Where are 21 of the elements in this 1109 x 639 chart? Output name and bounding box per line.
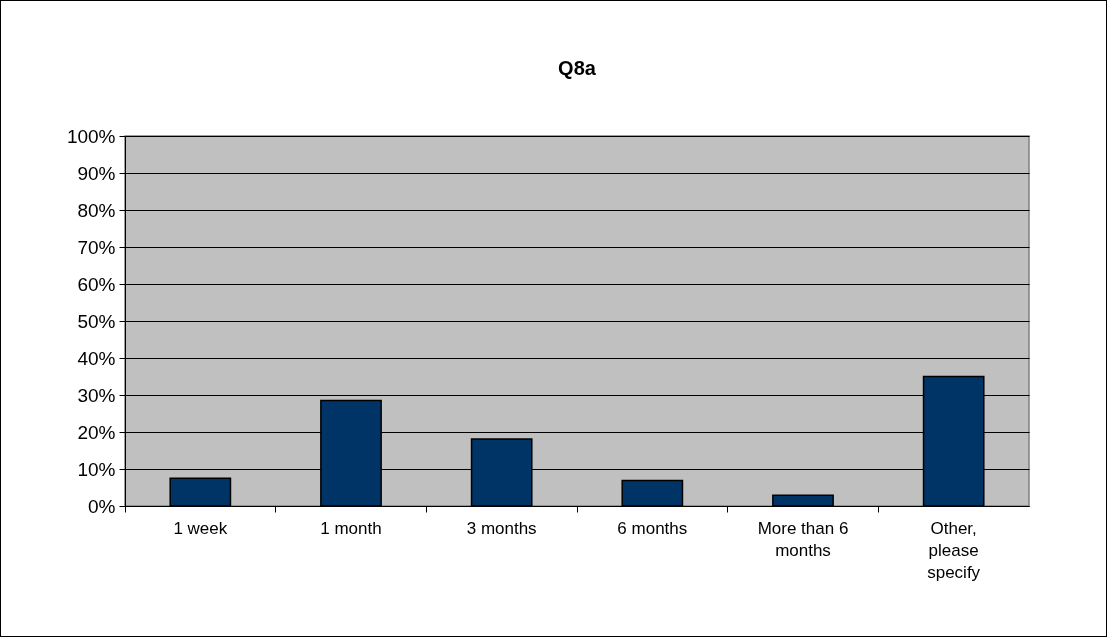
y-tick-label: 20% [77, 421, 116, 443]
y-tick-label: 0% [88, 495, 116, 517]
y-tick-label: 30% [77, 384, 116, 406]
x-tick-label: 1 month [320, 518, 382, 538]
x-tick-label: Other, please specify [927, 518, 981, 582]
y-tick-label: 60% [77, 273, 116, 295]
y-tick-label: 100% [66, 125, 116, 147]
y-tick-label: 50% [77, 310, 116, 332]
y-tick-label: 40% [77, 347, 116, 369]
chart-title: Q8a [558, 57, 597, 79]
x-tick-label: 3 months [466, 518, 537, 538]
y-tick-label: 80% [77, 199, 116, 221]
x-tick-label: 1 week [173, 518, 228, 538]
bar [772, 494, 834, 507]
bar [621, 479, 684, 507]
y-tick-label: 10% [77, 458, 116, 480]
y-tick-label: 70% [77, 236, 116, 258]
x-tick-label: 6 months [617, 518, 688, 538]
y-tick-label: 90% [77, 162, 116, 184]
x-tick-label: More than 6 months [757, 518, 849, 560]
bar [169, 477, 232, 507]
